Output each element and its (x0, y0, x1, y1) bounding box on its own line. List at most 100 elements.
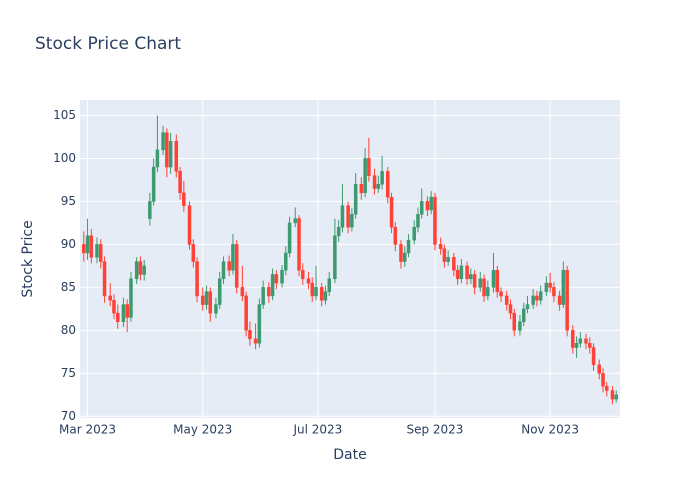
candle-body (380, 171, 384, 185)
candle-body (386, 171, 390, 198)
candle-body (182, 192, 186, 206)
candle-body (214, 304, 218, 314)
candle-body (429, 196, 433, 211)
candle-body (221, 261, 226, 280)
candle-body (336, 226, 341, 237)
candle-body (306, 278, 311, 284)
candle-body (340, 205, 345, 228)
candle-body (525, 304, 530, 310)
candle-body (446, 257, 450, 262)
candle-body (204, 291, 209, 305)
candle-body (148, 201, 152, 219)
candle-body (565, 269, 569, 331)
candle-body (403, 252, 407, 262)
candle-body (459, 265, 464, 280)
candle-body (469, 274, 473, 280)
candle-body (610, 390, 615, 400)
candle-body (261, 287, 265, 305)
candle-body (274, 274, 279, 284)
x-axis-title: Date (333, 447, 366, 463)
candle-body (597, 364, 601, 374)
candle-body (191, 244, 196, 262)
candle-body (521, 308, 526, 322)
candle-body (314, 287, 318, 297)
candle-body (248, 330, 252, 340)
candle-body (155, 149, 160, 168)
candle-body (301, 269, 305, 280)
candle-body (134, 261, 139, 280)
candle-body (495, 269, 500, 292)
candle-body (544, 282, 549, 292)
candle-body (588, 342, 592, 348)
candle-body (478, 278, 483, 288)
y-tick-label: 75 (61, 366, 76, 380)
x-tick-label: Nov 2023 (521, 423, 579, 437)
plot-area (80, 100, 620, 418)
candle-body (82, 244, 86, 254)
candle-body (367, 158, 371, 176)
candle-body (399, 244, 403, 262)
candle-body (121, 304, 126, 322)
candle-body (187, 205, 192, 245)
candle-body (284, 252, 288, 271)
candle-body (438, 244, 443, 249)
candle-body (208, 291, 213, 314)
candle-body (393, 226, 398, 245)
candle-body (217, 278, 222, 305)
candle-body (548, 282, 552, 288)
y-tick-label: 100 (53, 151, 76, 165)
candle-body (557, 295, 562, 305)
candle-body (102, 261, 107, 297)
candle-body (234, 244, 239, 288)
candle-body (605, 385, 609, 391)
candle-body (85, 235, 90, 254)
x-tick-label: May 2023 (173, 423, 232, 437)
candle-body (518, 321, 522, 331)
candle-body (95, 244, 99, 258)
candle-body (442, 248, 447, 262)
y-tick-label: 85 (61, 280, 76, 294)
y-tick-label: 90 (61, 237, 76, 251)
candle-body (561, 269, 566, 305)
candle-body (168, 141, 173, 168)
candle-body (472, 274, 477, 288)
candle-body (455, 269, 460, 280)
candle-body (508, 304, 513, 314)
candle-body (280, 269, 284, 284)
y-tick-label: 80 (61, 323, 76, 337)
candle-body (372, 175, 377, 189)
candle-body (535, 295, 539, 301)
candle-body (293, 218, 297, 224)
candle-body (552, 287, 556, 297)
candle-body (253, 338, 258, 344)
candle-body (363, 158, 367, 194)
candle-body (433, 196, 437, 245)
y-tick-label: 70 (61, 409, 76, 423)
x-tick-label: Jul 2023 (292, 423, 342, 437)
candle-body (406, 239, 411, 254)
candle-body (323, 291, 328, 301)
candle-body (178, 171, 182, 194)
candle-body (112, 300, 116, 314)
candle-body (257, 304, 262, 344)
candle-body (116, 312, 120, 322)
candle-body (138, 261, 143, 275)
candle-body (376, 183, 381, 189)
candle-body (571, 330, 575, 348)
candle-body (297, 218, 301, 271)
candle-body (319, 287, 324, 301)
candle-body (591, 347, 596, 365)
candle-body (499, 291, 503, 297)
candle-body (346, 205, 350, 228)
candle-body (504, 295, 509, 305)
candle-body (270, 274, 275, 297)
x-tick-label: Sep 2023 (406, 423, 463, 437)
candle-body (327, 278, 331, 292)
candle-body (412, 226, 416, 241)
candle-body (151, 166, 156, 202)
candle-body (333, 235, 337, 280)
candle-body (161, 132, 165, 151)
candle-body (89, 235, 94, 258)
candle-body (452, 257, 456, 271)
